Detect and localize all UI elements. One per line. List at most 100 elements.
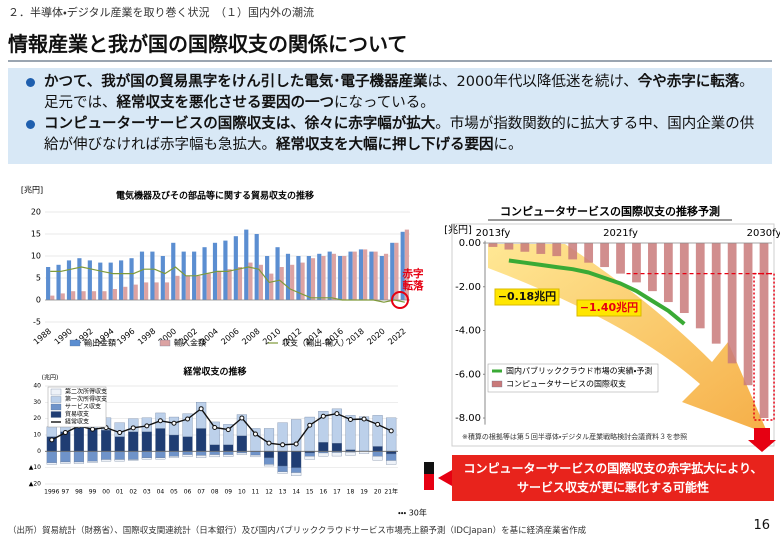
- x-tick-label: 17: [333, 489, 341, 496]
- bar: [217, 271, 222, 300]
- x-tick-label: 18: [347, 489, 355, 496]
- x-tick-label: 11: [252, 489, 260, 496]
- slide-title: 情報産業と我が国の国際収支の関係について: [8, 28, 772, 62]
- line-marker: [62, 430, 68, 436]
- bar-segment: [128, 418, 139, 432]
- bar-segment: [168, 456, 180, 458]
- bar: [327, 251, 332, 300]
- bar-segment: [372, 451, 383, 457]
- legend-label: サービス収支: [65, 403, 101, 411]
- source-note: （出所）貿易統計（財務省）、国際収支関連統計（日本銀行）及び国内パブリッククラウ…: [8, 526, 587, 536]
- bar: [584, 242, 594, 263]
- legend-swatch: [50, 396, 62, 403]
- bar: [390, 242, 395, 300]
- y-unit: [兆円]: [444, 224, 472, 236]
- legend-swatch: [50, 411, 62, 418]
- bar: [306, 256, 311, 300]
- bar: [369, 251, 374, 300]
- x-tick-label: 21年: [384, 488, 398, 496]
- bar-segment: [73, 461, 84, 464]
- bar: [379, 256, 384, 300]
- bar: [108, 262, 113, 300]
- x-tick-label: 19: [360, 489, 368, 496]
- bar: [133, 284, 138, 300]
- bar-segment: [196, 428, 207, 452]
- value-label-box: [494, 288, 560, 306]
- bar-segment: [291, 467, 302, 473]
- bullet-text: に。: [493, 137, 523, 153]
- bar-segment: [168, 451, 180, 457]
- x-tick-label: 08: [211, 489, 219, 496]
- bar: [244, 229, 249, 300]
- bar: [119, 260, 124, 300]
- bar-segment: [318, 452, 329, 457]
- x-tick-label: 03: [143, 489, 151, 496]
- x-tick-label: 05: [170, 489, 178, 496]
- x-tick-label: 04: [157, 489, 165, 496]
- bar: [50, 295, 55, 300]
- bar-segment: [277, 465, 288, 472]
- line-marker: [334, 411, 340, 417]
- bar: [98, 262, 103, 300]
- bar: [171, 242, 176, 300]
- line-marker: [293, 441, 299, 447]
- bar-segment: [196, 451, 207, 456]
- bar: [112, 289, 117, 300]
- x-tick-label: 97: [62, 489, 70, 496]
- callout-text: サービス収支が更に悪化する可能性: [517, 480, 709, 495]
- bar: [743, 242, 753, 386]
- bar-segment: [345, 415, 356, 450]
- legend-label: 収支（輸出-輸入）: [282, 338, 349, 348]
- bar: [60, 293, 65, 300]
- bar: [348, 251, 353, 300]
- bar-segment: [318, 442, 329, 452]
- bar: [46, 267, 51, 300]
- bar-segment: [128, 459, 139, 461]
- y-tick-label: 0: [37, 448, 41, 455]
- bullet-text: 経常収支を悪化させる要因の一つ: [116, 95, 335, 111]
- bar: [300, 262, 305, 300]
- bar-segment: [209, 421, 220, 445]
- line-marker: [171, 420, 177, 426]
- bar-segment: [223, 451, 234, 455]
- bar: [185, 275, 190, 300]
- bar-segment: [386, 453, 397, 461]
- y-unit: [兆円]: [21, 185, 43, 195]
- x-tick-label: 06: [184, 489, 192, 496]
- bar: [223, 240, 228, 300]
- y-tick-label: 40: [33, 383, 41, 390]
- bar: [123, 286, 128, 300]
- bar-segment: [101, 459, 112, 462]
- bar: [144, 282, 149, 300]
- bar: [600, 242, 609, 268]
- x-tick-label: 2030fy: [747, 228, 780, 239]
- x-tick-label: 20: [374, 489, 382, 496]
- y-tick-label: 0.00: [459, 238, 481, 249]
- bar-segment: [73, 425, 84, 452]
- bar: [727, 242, 737, 364]
- line-marker: [266, 440, 272, 446]
- bar-segment: [291, 451, 302, 468]
- bar: [536, 242, 546, 254]
- legend-swatch: [491, 380, 503, 388]
- bar-segment: [318, 411, 329, 443]
- x-tick-label: 15: [306, 489, 314, 496]
- line-marker: [252, 431, 258, 437]
- legend-swatch: [50, 403, 62, 411]
- overlay: コンピューターサービスの国際収支の赤字拡大により、 サービス収支が更に悪化する可…: [391, 291, 776, 518]
- y-unit: (兆円): [42, 374, 59, 382]
- legend-label: 輸入金額: [174, 338, 206, 348]
- x-tick-label: 02: [129, 489, 137, 496]
- y-tick-label: 30: [33, 399, 41, 406]
- bar-segment: [263, 428, 275, 452]
- bar-segment: [87, 451, 98, 462]
- legend-label: 輸出金額: [84, 338, 116, 348]
- bar: [616, 242, 625, 274]
- bar-segment: [291, 472, 302, 476]
- bar: [129, 258, 134, 300]
- callout-text: コンピューターサービスの国際収支の赤字拡大により、: [463, 461, 762, 476]
- bar-segment: [114, 422, 125, 437]
- bar-segment: [291, 419, 302, 452]
- line-marker: [212, 424, 218, 430]
- bar-segment: [128, 451, 139, 460]
